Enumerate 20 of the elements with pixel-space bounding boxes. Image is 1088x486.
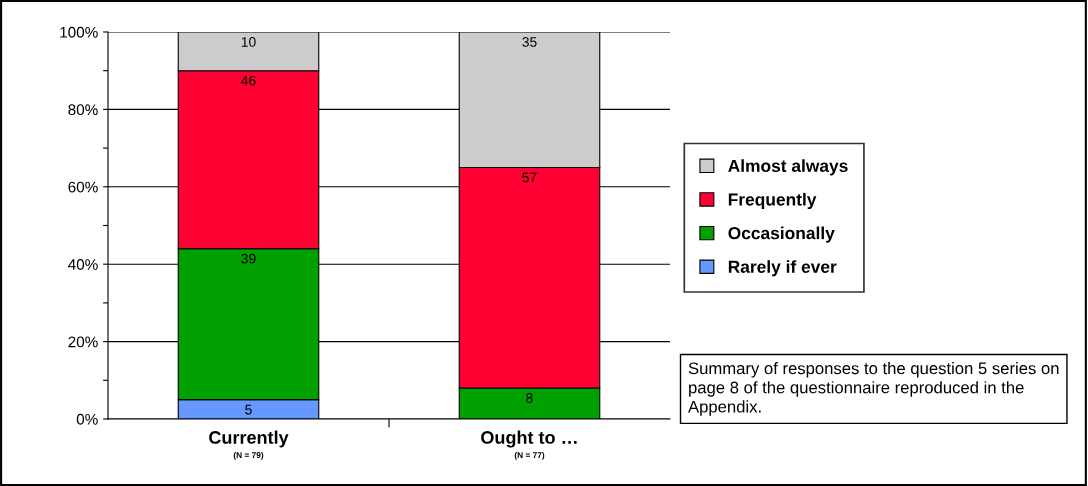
y-tick-label: 20%: [68, 336, 98, 348]
text: Summary of responses to the question 5 series on page 8 of the questionnaire reproduced in the Appendix.: [688, 362, 1059, 416]
x-tick-label: Currently (N = 79): [209, 430, 289, 460]
data-label: 5: [245, 404, 252, 415]
y-tick-label: 0%: [76, 413, 98, 425]
y-tick-label: 60%: [68, 181, 98, 193]
data-label: 35: [522, 37, 537, 47]
data-label: 39: [241, 253, 256, 264]
y-tick-label: 100%: [60, 26, 98, 38]
data-label: 46: [241, 75, 256, 86]
data-label: 10: [241, 37, 256, 47]
legend-label: Occasionally: [728, 226, 835, 243]
x-tick-label: Ought to … (N = 77): [481, 430, 577, 460]
y-tick-label: 80%: [68, 104, 98, 116]
legend-label: Almost always: [728, 159, 848, 176]
legend-label: Frequently: [728, 192, 817, 210]
data-label: 8: [526, 393, 533, 403]
data-label: 57: [522, 172, 537, 183]
y-tick-label: 40%: [68, 259, 98, 270]
legend-label: Rarely if ever: [728, 260, 837, 277]
